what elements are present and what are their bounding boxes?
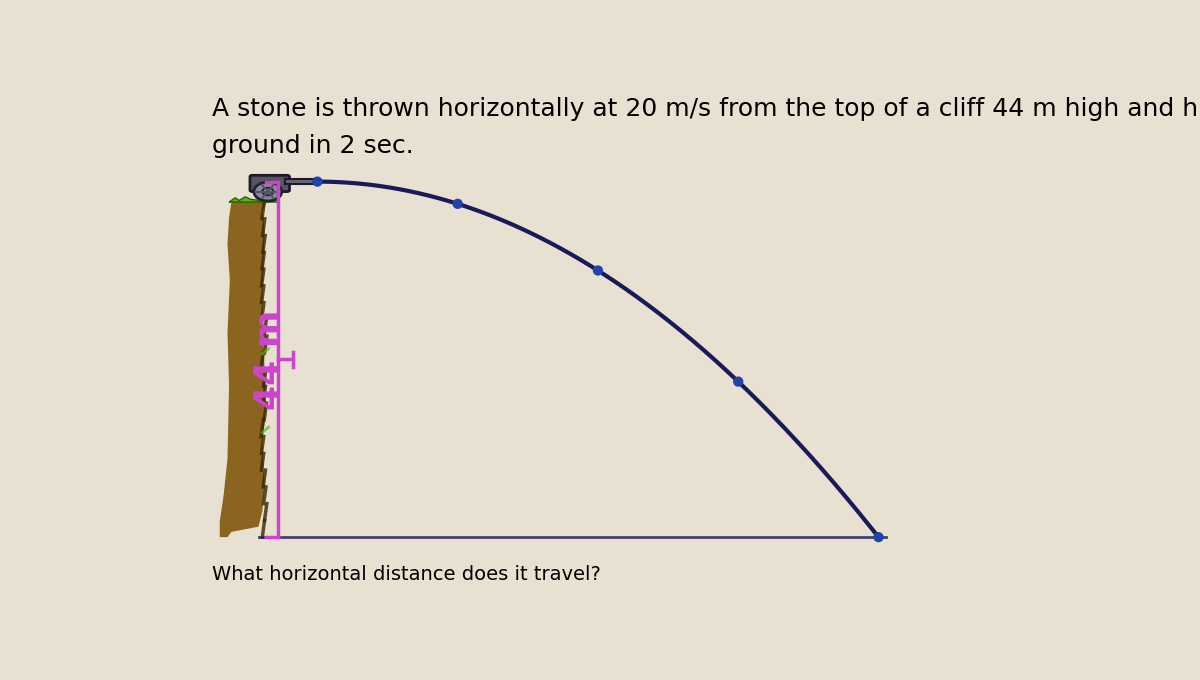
Point (307, 176, 326, 187)
Circle shape (263, 188, 274, 195)
Polygon shape (220, 202, 266, 537)
Point (869, 532, 888, 543)
FancyBboxPatch shape (250, 175, 289, 192)
Point (448, 199, 467, 209)
Point (588, 265, 607, 276)
Text: 44 m: 44 m (253, 309, 287, 409)
Circle shape (254, 182, 282, 201)
Polygon shape (229, 192, 280, 202)
FancyBboxPatch shape (286, 179, 316, 184)
Point (728, 376, 748, 387)
Text: ground in 2 sec.: ground in 2 sec. (212, 134, 414, 158)
Text: A stone is thrown horizontally at 20 m/s from the top of a cliff 44 m high and h: A stone is thrown horizontally at 20 m/s… (212, 97, 1200, 121)
Text: What horizontal distance does it travel?: What horizontal distance does it travel? (212, 565, 601, 584)
